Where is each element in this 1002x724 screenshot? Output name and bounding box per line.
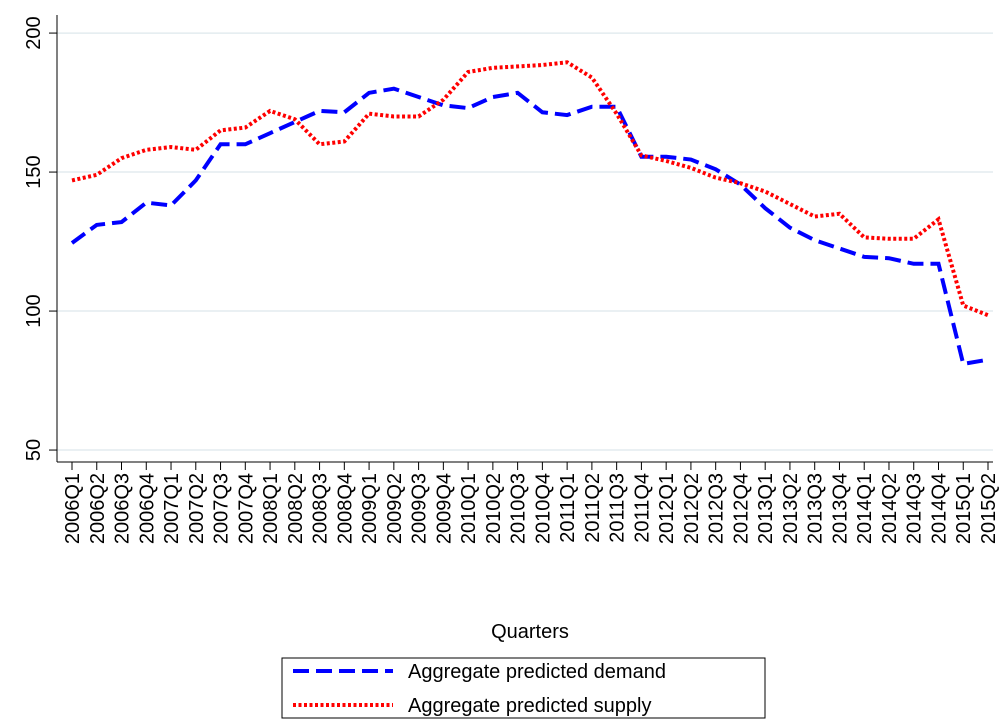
series-line xyxy=(70,86,989,367)
x-tick-label: 2011Q1 xyxy=(557,473,579,543)
x-tick-label: 2012Q4 xyxy=(730,473,752,544)
x-tick-label: 2010Q4 xyxy=(532,473,554,544)
x-tick-label: 2013Q4 xyxy=(829,473,851,544)
x-tick-label: 2009Q3 xyxy=(409,473,431,544)
x-tick-label: 2012Q1 xyxy=(656,473,678,544)
x-tick-label: 2011Q4 xyxy=(631,473,653,543)
y-tick-label: 100 xyxy=(23,294,45,327)
x-tick-label: 2009Q1 xyxy=(359,473,381,544)
x-tick-label: 2006Q3 xyxy=(112,473,134,544)
x-tick-label: 2008Q2 xyxy=(285,473,307,544)
legend-label: Aggregate predicted supply xyxy=(408,695,652,717)
x-tick-label: 2015Q2 xyxy=(978,473,1000,544)
x-tick-label: 2006Q4 xyxy=(136,473,158,544)
x-tick-label: 2013Q1 xyxy=(755,473,777,544)
x-tick-label: 2007Q3 xyxy=(211,473,233,544)
x-tick-label: 2014Q4 xyxy=(928,473,950,544)
y-tick-label: 50 xyxy=(23,439,45,461)
x-tick-label: 2009Q2 xyxy=(384,473,406,544)
x-tick-label: 2010Q1 xyxy=(458,473,480,544)
legend-label: Aggregate predicted demand xyxy=(408,661,666,683)
x-axis-title: Quarters xyxy=(491,621,569,643)
x-tick-label: 2008Q1 xyxy=(260,473,282,544)
y-tick-label: 200 xyxy=(23,16,45,49)
x-tick-label: 2010Q3 xyxy=(508,473,530,544)
legend-box xyxy=(281,657,766,719)
y-tick-label: 150 xyxy=(23,155,45,188)
x-tick-label: 2008Q4 xyxy=(334,473,356,544)
x-tick-label: 2009Q4 xyxy=(433,473,455,544)
x-tick-label: 2014Q1 xyxy=(854,473,876,544)
x-tick-label: 2012Q3 xyxy=(706,473,728,544)
x-tick-label: 2007Q2 xyxy=(186,473,208,544)
x-tick-label: 2011Q2 xyxy=(582,473,604,543)
x-tick-label: 2008Q3 xyxy=(310,473,332,544)
x-tick-label: 2010Q2 xyxy=(483,473,505,544)
x-tick-label: 2013Q2 xyxy=(780,473,802,544)
x-tick-label: 2006Q1 xyxy=(62,473,84,544)
x-tick-label: 2007Q1 xyxy=(161,473,183,544)
x-tick-label: 2011Q3 xyxy=(607,473,629,543)
x-tick-label: 2012Q2 xyxy=(681,473,703,544)
x-tick-label: 2013Q3 xyxy=(805,473,827,544)
x-tick-label: 2014Q3 xyxy=(904,473,926,544)
x-tick-label: 2006Q2 xyxy=(87,473,109,544)
x-tick-label: 2015Q1 xyxy=(953,473,975,544)
series-line xyxy=(71,60,989,318)
x-tick-label: 2007Q4 xyxy=(235,473,257,544)
x-tick-label: 2014Q2 xyxy=(879,473,901,544)
